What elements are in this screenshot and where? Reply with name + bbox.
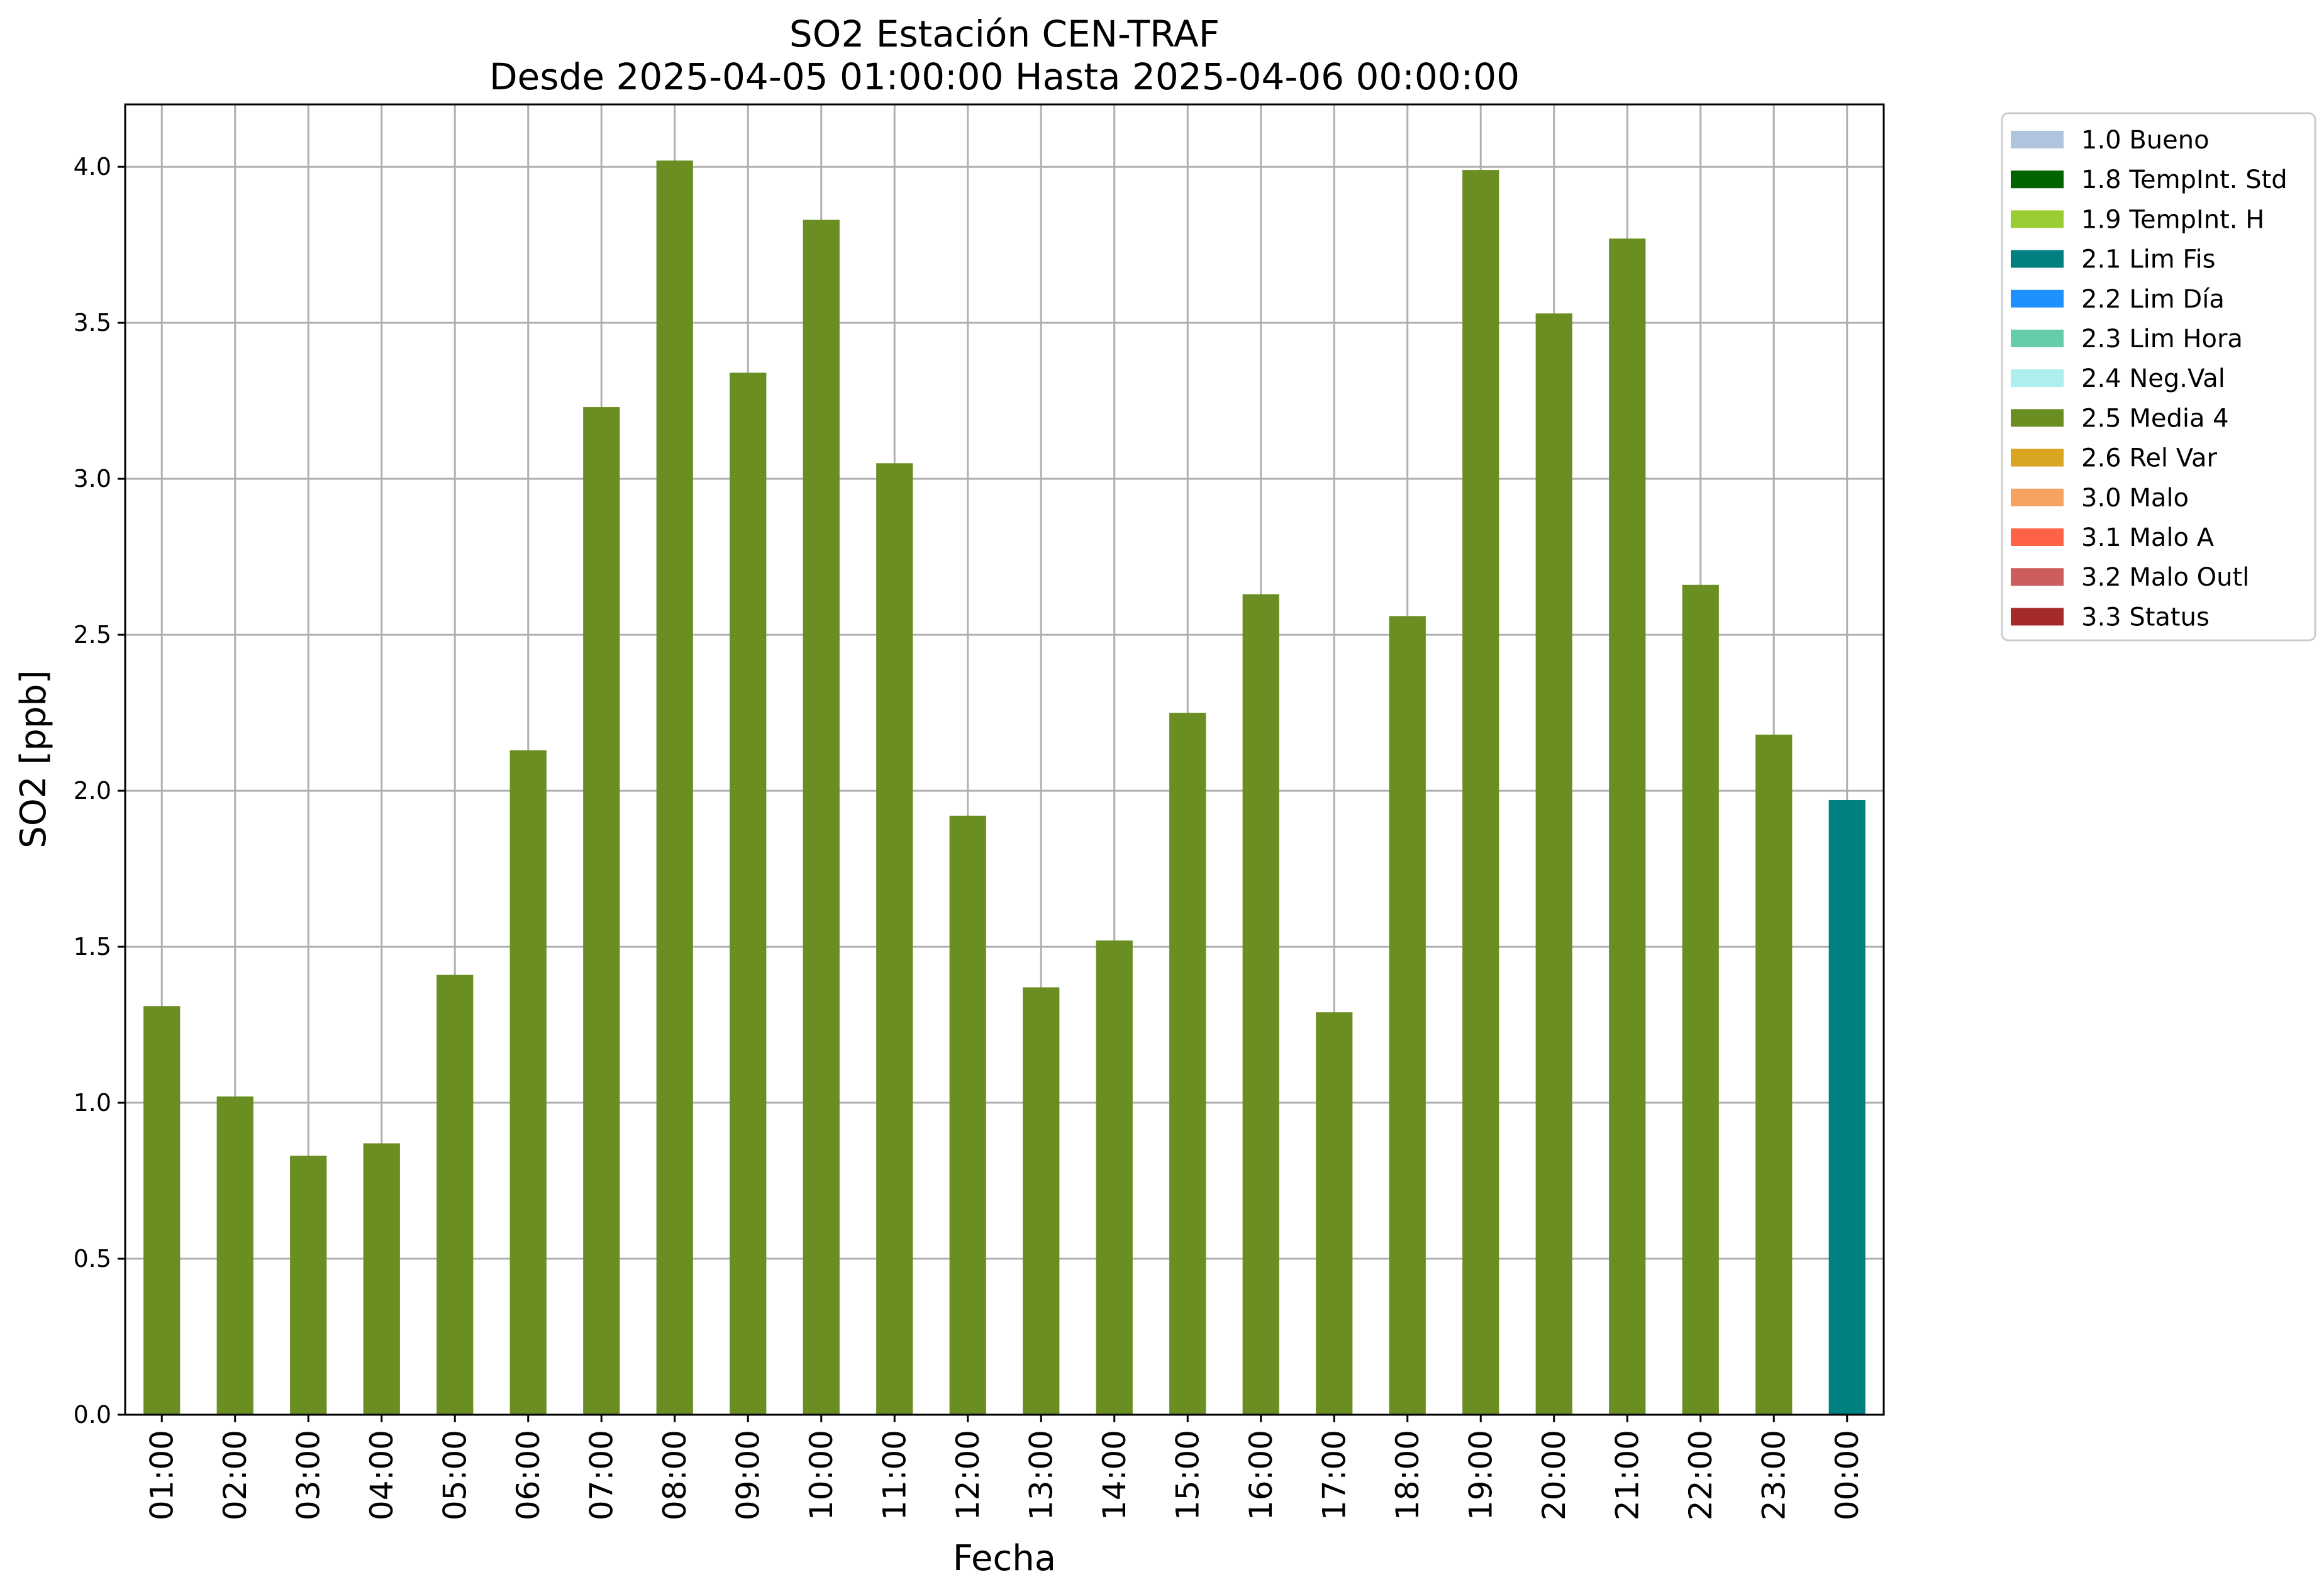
bar-2300 [1755, 734, 1793, 1415]
x-tick-label: 16:00 [1243, 1430, 1279, 1520]
x-tick-label: 06:00 [510, 1430, 547, 1520]
bar-1300 [1023, 987, 1060, 1415]
legend-entry-label: 1.9 TempInt. H [2081, 205, 2264, 234]
x-tick-label: 23:00 [1755, 1430, 1792, 1520]
legend-entry-label: 3.2 Malo Outl [2081, 563, 2249, 592]
y-tick-label: 2.0 [74, 777, 111, 805]
legend-swatch [2011, 210, 2064, 228]
y-tick-label: 1.5 [74, 933, 111, 961]
legend-swatch [2011, 369, 2064, 387]
x-tick-label: 20:00 [1536, 1430, 1572, 1520]
legend-swatch [2011, 528, 2064, 546]
bar-0500 [436, 974, 474, 1415]
y-tick-label: 3.5 [74, 309, 111, 337]
x-tick-label: 19:00 [1462, 1430, 1499, 1520]
bar-2100 [1609, 238, 1646, 1415]
x-tick-label: 01:00 [143, 1430, 180, 1520]
x-tick-label: 05:00 [436, 1430, 473, 1520]
bars [143, 160, 1865, 1415]
legend-entry-label: 2.2 Lim Día [2081, 285, 2225, 314]
bar-0600 [509, 750, 547, 1415]
x-tick-label: 00:00 [1829, 1430, 1865, 1520]
x-tick-label: 11:00 [876, 1430, 913, 1520]
legend-swatch [2011, 250, 2064, 268]
x-axis-ticks: 01:00 02:00 03:00 04:00 05:00 06:00 07:00 08:00… [143, 1415, 1865, 1520]
legend: 1.0 Bueno 1.8 TempInt. Std 1.9 TempInt. H 2… [2001, 112, 2316, 642]
bar-0000 [1828, 800, 1865, 1415]
x-tick-label: 18:00 [1389, 1430, 1426, 1520]
legend-swatch [2011, 131, 2064, 148]
y-tick-label: 1.0 [74, 1089, 111, 1117]
bar-1800 [1389, 616, 1426, 1415]
legend-entry-label: 2.5 Media 4 [2081, 404, 2229, 433]
y-tick-label: 4.0 [74, 153, 111, 181]
bar-1600 [1242, 594, 1279, 1415]
y-axis-label: SO2 [ppb] [13, 670, 54, 848]
y-tick-label: 0.0 [74, 1401, 111, 1429]
bar-1400 [1096, 940, 1133, 1415]
bar-0400 [363, 1143, 400, 1415]
legend-entry-label: 3.1 Malo A [2081, 523, 2215, 552]
bar-1700 [1316, 1012, 1353, 1415]
x-tick-label: 17:00 [1316, 1430, 1352, 1520]
legend-swatch [2011, 289, 2064, 308]
bar-0900 [730, 372, 767, 1415]
legend-swatch [2011, 449, 2064, 467]
bar-1100 [876, 463, 913, 1415]
legend-entry-label: 1.0 Bueno [2081, 126, 2210, 155]
legend-swatch [2011, 330, 2064, 347]
bar-1200 [949, 815, 986, 1415]
legend-entry-label: 2.1 Lim Fis [2081, 245, 2215, 274]
bar-1900 [1462, 170, 1499, 1415]
bar-0300 [290, 1156, 327, 1415]
bar-0200 [216, 1096, 253, 1415]
bar-0100 [143, 1006, 181, 1415]
x-tick-label: 10:00 [803, 1430, 840, 1520]
x-axis-label: Fecha [953, 1538, 1056, 1579]
legend-swatch [2011, 409, 2064, 427]
x-tick-label: 03:00 [290, 1430, 326, 1520]
x-tick-label: 13:00 [1023, 1430, 1059, 1520]
x-tick-label: 04:00 [364, 1430, 400, 1520]
legend-swatch [2011, 488, 2064, 506]
chart-title: SO2 Estación CEN-TRAF [789, 13, 1220, 55]
y-tick-label: 0.5 [74, 1245, 111, 1273]
x-tick-label: 07:00 [583, 1430, 620, 1520]
y-tick-label: 2.5 [74, 621, 111, 649]
legend-swatch [2011, 568, 2064, 586]
plot-area-frame [124, 103, 1885, 1416]
legend-swatch [2011, 170, 2064, 189]
x-tick-label: 12:00 [950, 1430, 986, 1520]
y-tick-label: 3.0 [74, 465, 111, 493]
legend-entry-label: 3.3 Status [2081, 603, 2210, 632]
bar-0700 [583, 407, 620, 1415]
bar-2200 [1682, 584, 1719, 1415]
x-tick-label: 15:00 [1169, 1430, 1206, 1520]
legend-entry-label: 3.0 Malo [2081, 484, 2189, 513]
legend-swatch [2011, 608, 2064, 626]
x-tick-label: 21:00 [1609, 1430, 1645, 1520]
legend-box [2001, 112, 2316, 642]
bar-1000 [803, 220, 840, 1415]
chart-subtitle: Desde 2025-04-05 01:00:00 Hasta 2025-04-… [489, 55, 1520, 98]
legend-entry-label: 2.4 Neg.Val [2081, 364, 2225, 393]
bar-1500 [1169, 713, 1206, 1415]
legend-entry-label: 2.3 Lim Hora [2081, 325, 2243, 354]
bar-0800 [656, 160, 693, 1415]
legend-entry-label: 1.8 TempInt. Std [2081, 165, 2288, 194]
x-tick-label: 09:00 [730, 1430, 766, 1520]
bar-2000 [1535, 313, 1572, 1415]
x-tick-label: 14:00 [1096, 1430, 1133, 1520]
x-tick-label: 22:00 [1682, 1430, 1719, 1520]
x-tick-label: 02:00 [217, 1430, 253, 1520]
y-axis-ticks: 0.0 0.5 1.0 1.5 2.0 2.5 3.0 3.5 4.0 [74, 153, 125, 1429]
x-tick-label: 08:00 [657, 1430, 693, 1520]
legend-entry-label: 2.6 Rel Var [2081, 444, 2218, 473]
